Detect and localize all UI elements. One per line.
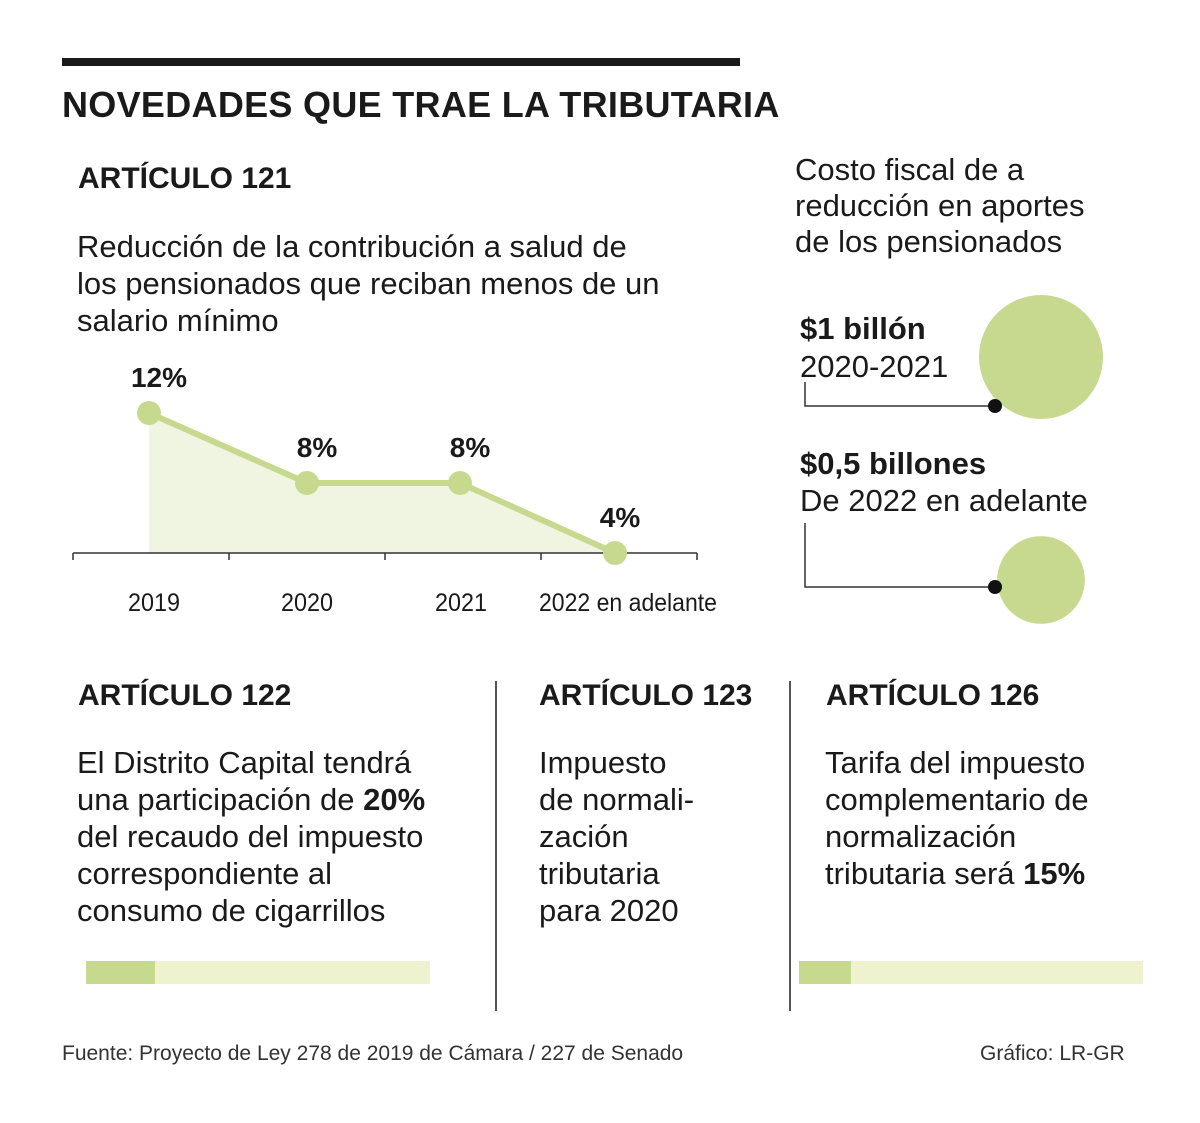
cost-leader-dot bbox=[988, 399, 1002, 413]
art121-desc-line: salario mínimo bbox=[77, 303, 279, 338]
cost-amount-1: $1 billón bbox=[800, 311, 926, 346]
series-line bbox=[147, 410, 617, 556]
art122-line: consumo de cigarrillos bbox=[77, 893, 386, 928]
x-tick-label: 2022 en adelante bbox=[539, 589, 717, 617]
art121-title: ARTÍCULO 121 bbox=[78, 162, 292, 195]
data-label: 8% bbox=[450, 432, 491, 463]
art122-percent: 20% bbox=[363, 782, 426, 817]
cost-period-1: 2020-2021 bbox=[800, 349, 949, 384]
title-rule bbox=[62, 58, 740, 66]
cost-title-line: Costo fiscal de a bbox=[795, 152, 1025, 187]
art122-line: El Distrito Capital tendrá bbox=[77, 745, 412, 780]
art123-title: ARTÍCULO 123 bbox=[539, 679, 753, 712]
cost-bubble bbox=[979, 295, 1103, 419]
cost-leader-line bbox=[804, 523, 995, 588]
x-tick-label: 2019 bbox=[128, 589, 180, 617]
art122-line: correspondiente al bbox=[77, 856, 333, 891]
data-label: 12% bbox=[131, 362, 187, 393]
page-title: NOVEDADES QUE TRAE LA TRIBUTARIA bbox=[62, 84, 780, 125]
x-tick-label: 2021 bbox=[435, 589, 487, 617]
data-point bbox=[295, 471, 319, 495]
art126-percent: 15% bbox=[1023, 856, 1086, 891]
cost-title: Costo fiscal de a reducción en aportes d… bbox=[795, 152, 1085, 260]
cost-leader-dot bbox=[988, 580, 1002, 594]
cost-title-line: reducción en aportes bbox=[795, 188, 1085, 223]
cost-title-line: de los pensionados bbox=[795, 224, 1063, 259]
data-point bbox=[137, 401, 161, 425]
art121-desc-line: los pensionados que reciban menos de un bbox=[77, 266, 660, 301]
art122-description: El Distrito Capital tendrá una participa… bbox=[77, 744, 425, 929]
art126-line: normalización bbox=[825, 819, 1017, 854]
data-point bbox=[448, 471, 472, 495]
art126-line: complementario de bbox=[825, 782, 1089, 817]
art123-line: Impuesto bbox=[539, 745, 667, 780]
art126-title: ARTÍCULO 126 bbox=[826, 679, 1040, 712]
art123-line: de normali- bbox=[539, 782, 695, 817]
cost-period-2: De 2022 en adelante bbox=[800, 483, 1088, 518]
art126-line-text: tributaria será bbox=[825, 856, 1024, 891]
art122-line-text: una participación de bbox=[77, 782, 364, 817]
data-label: 4% bbox=[600, 502, 641, 533]
art122-share-bar bbox=[86, 961, 430, 984]
art123-line: para 2020 bbox=[539, 893, 679, 928]
art126-description: Tarifa del impuesto complementario de no… bbox=[825, 744, 1089, 892]
credit-note: Gráfico: LR-GR bbox=[980, 1042, 1125, 1065]
art126-line: tributaria será 15% bbox=[825, 855, 1089, 892]
x-tick-label: 2020 bbox=[281, 589, 333, 617]
source-note: Fuente: Proyecto de Ley 278 de 2019 de C… bbox=[62, 1042, 684, 1065]
art126-share-bar-fill bbox=[799, 961, 851, 984]
cost-leader-line bbox=[804, 382, 995, 407]
data-point bbox=[603, 541, 627, 565]
art121-description: Reducción de la contribución a salud de … bbox=[77, 228, 660, 339]
column-divider bbox=[495, 681, 497, 1011]
art126-share-bar bbox=[799, 961, 1143, 984]
art122-line: una participación de 20% bbox=[77, 781, 425, 818]
art123-line: zación bbox=[539, 819, 629, 854]
art123-description: Impuesto de normali- zación tributaria p… bbox=[539, 744, 694, 929]
column-divider bbox=[789, 681, 791, 1011]
cost-bubble bbox=[997, 536, 1085, 624]
art122-title: ARTÍCULO 122 bbox=[78, 679, 292, 712]
art123-line: tributaria bbox=[539, 856, 660, 891]
art122-line: del recaudo del impuesto bbox=[77, 819, 424, 854]
cost-amount-2: $0,5 billones bbox=[800, 446, 987, 481]
art122-share-bar-fill bbox=[86, 961, 155, 984]
data-label: 8% bbox=[297, 432, 338, 463]
art126-line: Tarifa del impuesto bbox=[825, 745, 1086, 780]
art121-desc-line: Reducción de la contribución a salud de bbox=[77, 229, 627, 264]
